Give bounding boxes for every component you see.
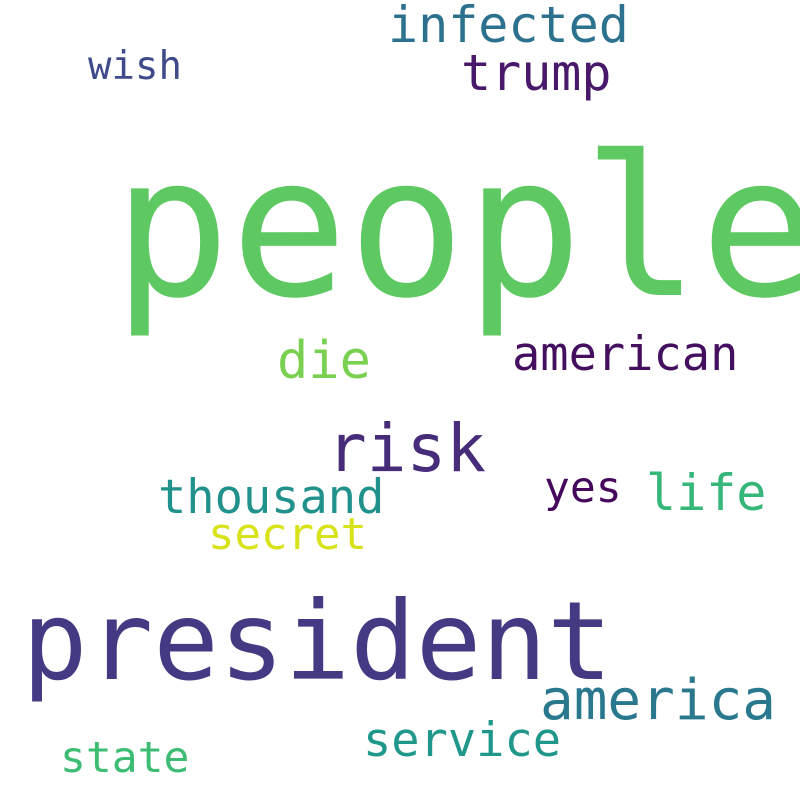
word-infected: infected	[388, 0, 629, 54]
word-secret: secret	[208, 509, 367, 560]
word-state: state	[60, 733, 190, 783]
word-trump: trump	[461, 44, 612, 102]
word-life: life	[646, 464, 767, 522]
word-wish: wish	[88, 44, 182, 89]
word-people: people	[113, 114, 800, 341]
word-yes: yes	[544, 463, 622, 513]
word-service: service	[363, 713, 562, 768]
word-risk: risk	[327, 410, 486, 487]
word-america: america	[540, 668, 777, 733]
word-president: president	[22, 578, 613, 705]
word-american: american	[512, 327, 739, 382]
word-die: die	[277, 331, 371, 391]
word-thousand: thousand	[158, 470, 385, 525]
